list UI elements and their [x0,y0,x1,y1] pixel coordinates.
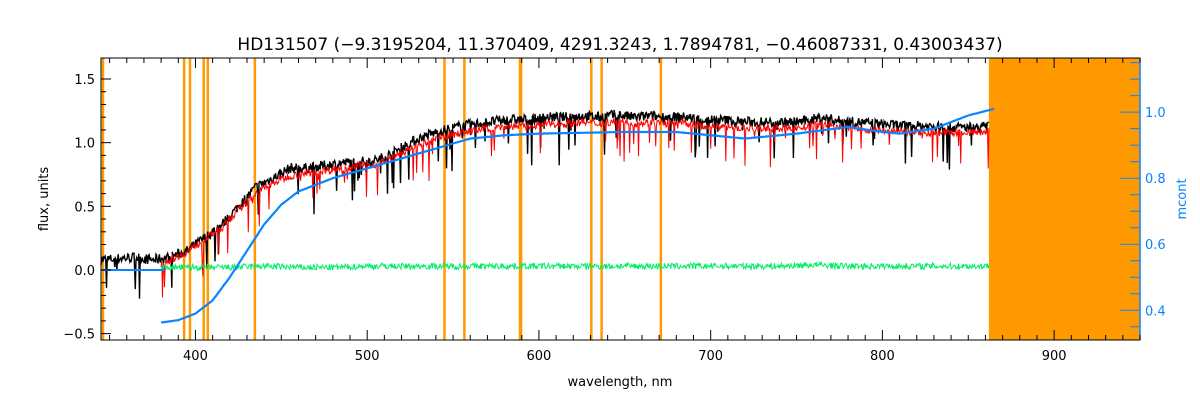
x-tick-label: 500 [355,349,380,364]
x-tick-label: 600 [527,349,552,364]
series-layer [100,107,995,324]
y-axis-label: flux, units [37,167,52,232]
y-tick-label: 1.0 [74,137,95,152]
axes-layer: 400 500 600 700 800 900 −0.5 0.0 0.5 1.0 1.5 0.4 0.6… [63,58,1166,364]
masked-region [988,58,1140,340]
series-observed [100,109,990,299]
x-tick-label: 800 [870,349,895,364]
y-tick-label: 0.0 [74,264,95,279]
mask-layer [101,58,1140,340]
y-tick-label: 1.5 [74,73,95,88]
y-axis-right-label: mcont [1175,178,1190,219]
x-tick-label: 700 [698,349,723,364]
series-continuum [160,107,995,324]
y-tick-label: −0.5 [63,328,95,343]
y-right-tick-label: 0.4 [1145,304,1166,319]
series-residual [160,260,990,272]
x-axis-label: wavelength, nm [568,375,673,390]
x-tick-label: 400 [183,349,208,364]
y-right-tick-label: 0.6 [1145,238,1166,253]
y-right-tick-label: 0.8 [1145,172,1166,187]
chart-title: HD131507 (−9.3195204, 11.370409, 4291.32… [237,35,1002,55]
x-tick-label: 900 [1042,349,1067,364]
y-tick-label: 0.5 [74,200,95,215]
plot-frame [100,57,1141,341]
y-right-tick-label: 1.0 [1145,106,1166,121]
series-model [160,117,990,298]
